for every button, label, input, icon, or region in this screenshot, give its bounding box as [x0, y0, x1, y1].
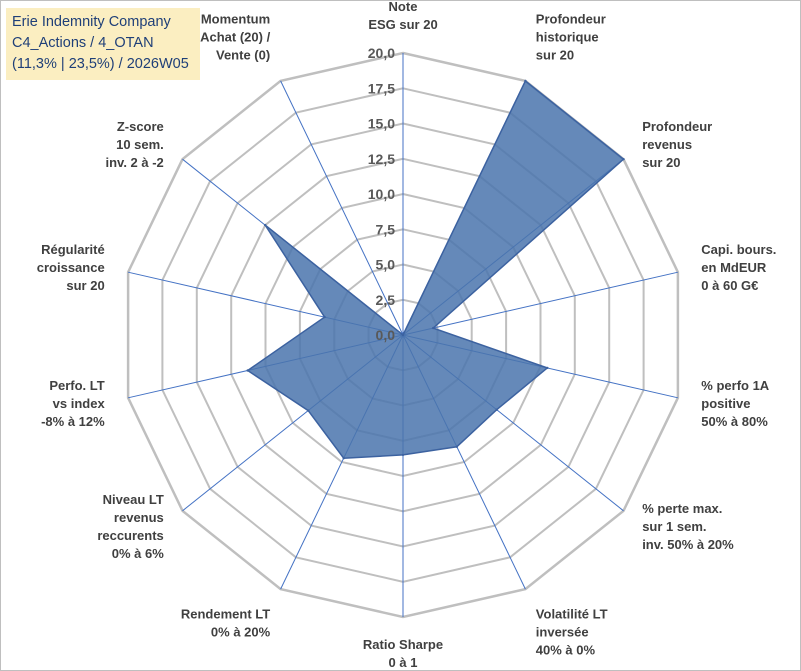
company-name: Erie Indemnity Company [12, 14, 171, 30]
category-label: C4_Actions / 4_OTAN [12, 35, 154, 51]
tick-label: 2,5 [376, 292, 396, 308]
tick-label: 7,5 [376, 221, 396, 237]
axis-label: Rendement LT 0% à 20% [181, 607, 271, 640]
tick-label: 17,5 [368, 80, 395, 96]
data-point [264, 223, 267, 227]
axis-label: Note ESG sur 20 [368, 0, 437, 32]
tick-label: 5,0 [376, 257, 396, 273]
data-point [323, 315, 326, 319]
data-point [401, 333, 405, 337]
data-point [342, 457, 345, 460]
radar-spoke [402, 271, 679, 336]
axis-label: Niveau LT revenus reccurents 0% à 6% [97, 492, 164, 561]
radar-series [246, 79, 625, 460]
tick-label: 10,0 [368, 186, 395, 202]
tick-label: 15,0 [368, 116, 395, 132]
data-point [246, 369, 249, 372]
data-point [524, 79, 527, 83]
chart-title-box: Erie Indemnity Company C4_Actions / 4_OT… [6, 8, 200, 80]
series-area [246, 79, 625, 459]
axis-label: Momentum Achat (20) / Vente (0) [200, 11, 270, 62]
data-point [307, 409, 310, 412]
axis-label: Profondeur historique sur 20 [536, 11, 606, 62]
data-point [546, 366, 549, 370]
axis-label: Capi. bours. en MdEUR 0 à 60 G€ [701, 242, 776, 293]
radar-spoke [280, 80, 404, 336]
axis-label: Régularité croissance sur 20 [37, 242, 105, 293]
data-point [495, 408, 498, 411]
axis-label: Volatilité LT inversée 40% à 0% [536, 607, 608, 658]
data-point [401, 453, 405, 457]
axis-label: Z-score 10 sem. inv. 2 à -2 [106, 119, 164, 170]
axis-label: Profondeur revenus sur 20 [642, 119, 712, 170]
axis-label: Ratio Sharpe 0 à 1 [363, 637, 443, 670]
radar-axis-labels: Note ESG sur 20 Profondeur historique sur 20… [37, 0, 777, 670]
tick-label: 0,0 [376, 327, 396, 343]
data-point [622, 158, 625, 161]
period-label: (11,3% | 23,5%) / 2026W05 [12, 56, 189, 72]
radar-tick-labels: 0,0 2,5 5,0 7,5 10,0 12,5 15,0 17,5 20,0 [368, 45, 395, 343]
axis-label: % perfo 1A positive 50% à 80% [701, 378, 770, 429]
data-point [432, 326, 435, 330]
axis-label: % perte max. sur 1 sem. inv. 50% à 20% [642, 501, 734, 552]
tick-label: 12,5 [368, 151, 395, 167]
data-point [455, 445, 458, 448]
axis-label: Perfo. LT vs index -8% à 12% [41, 378, 105, 429]
tick-label: 20,0 [368, 45, 395, 61]
